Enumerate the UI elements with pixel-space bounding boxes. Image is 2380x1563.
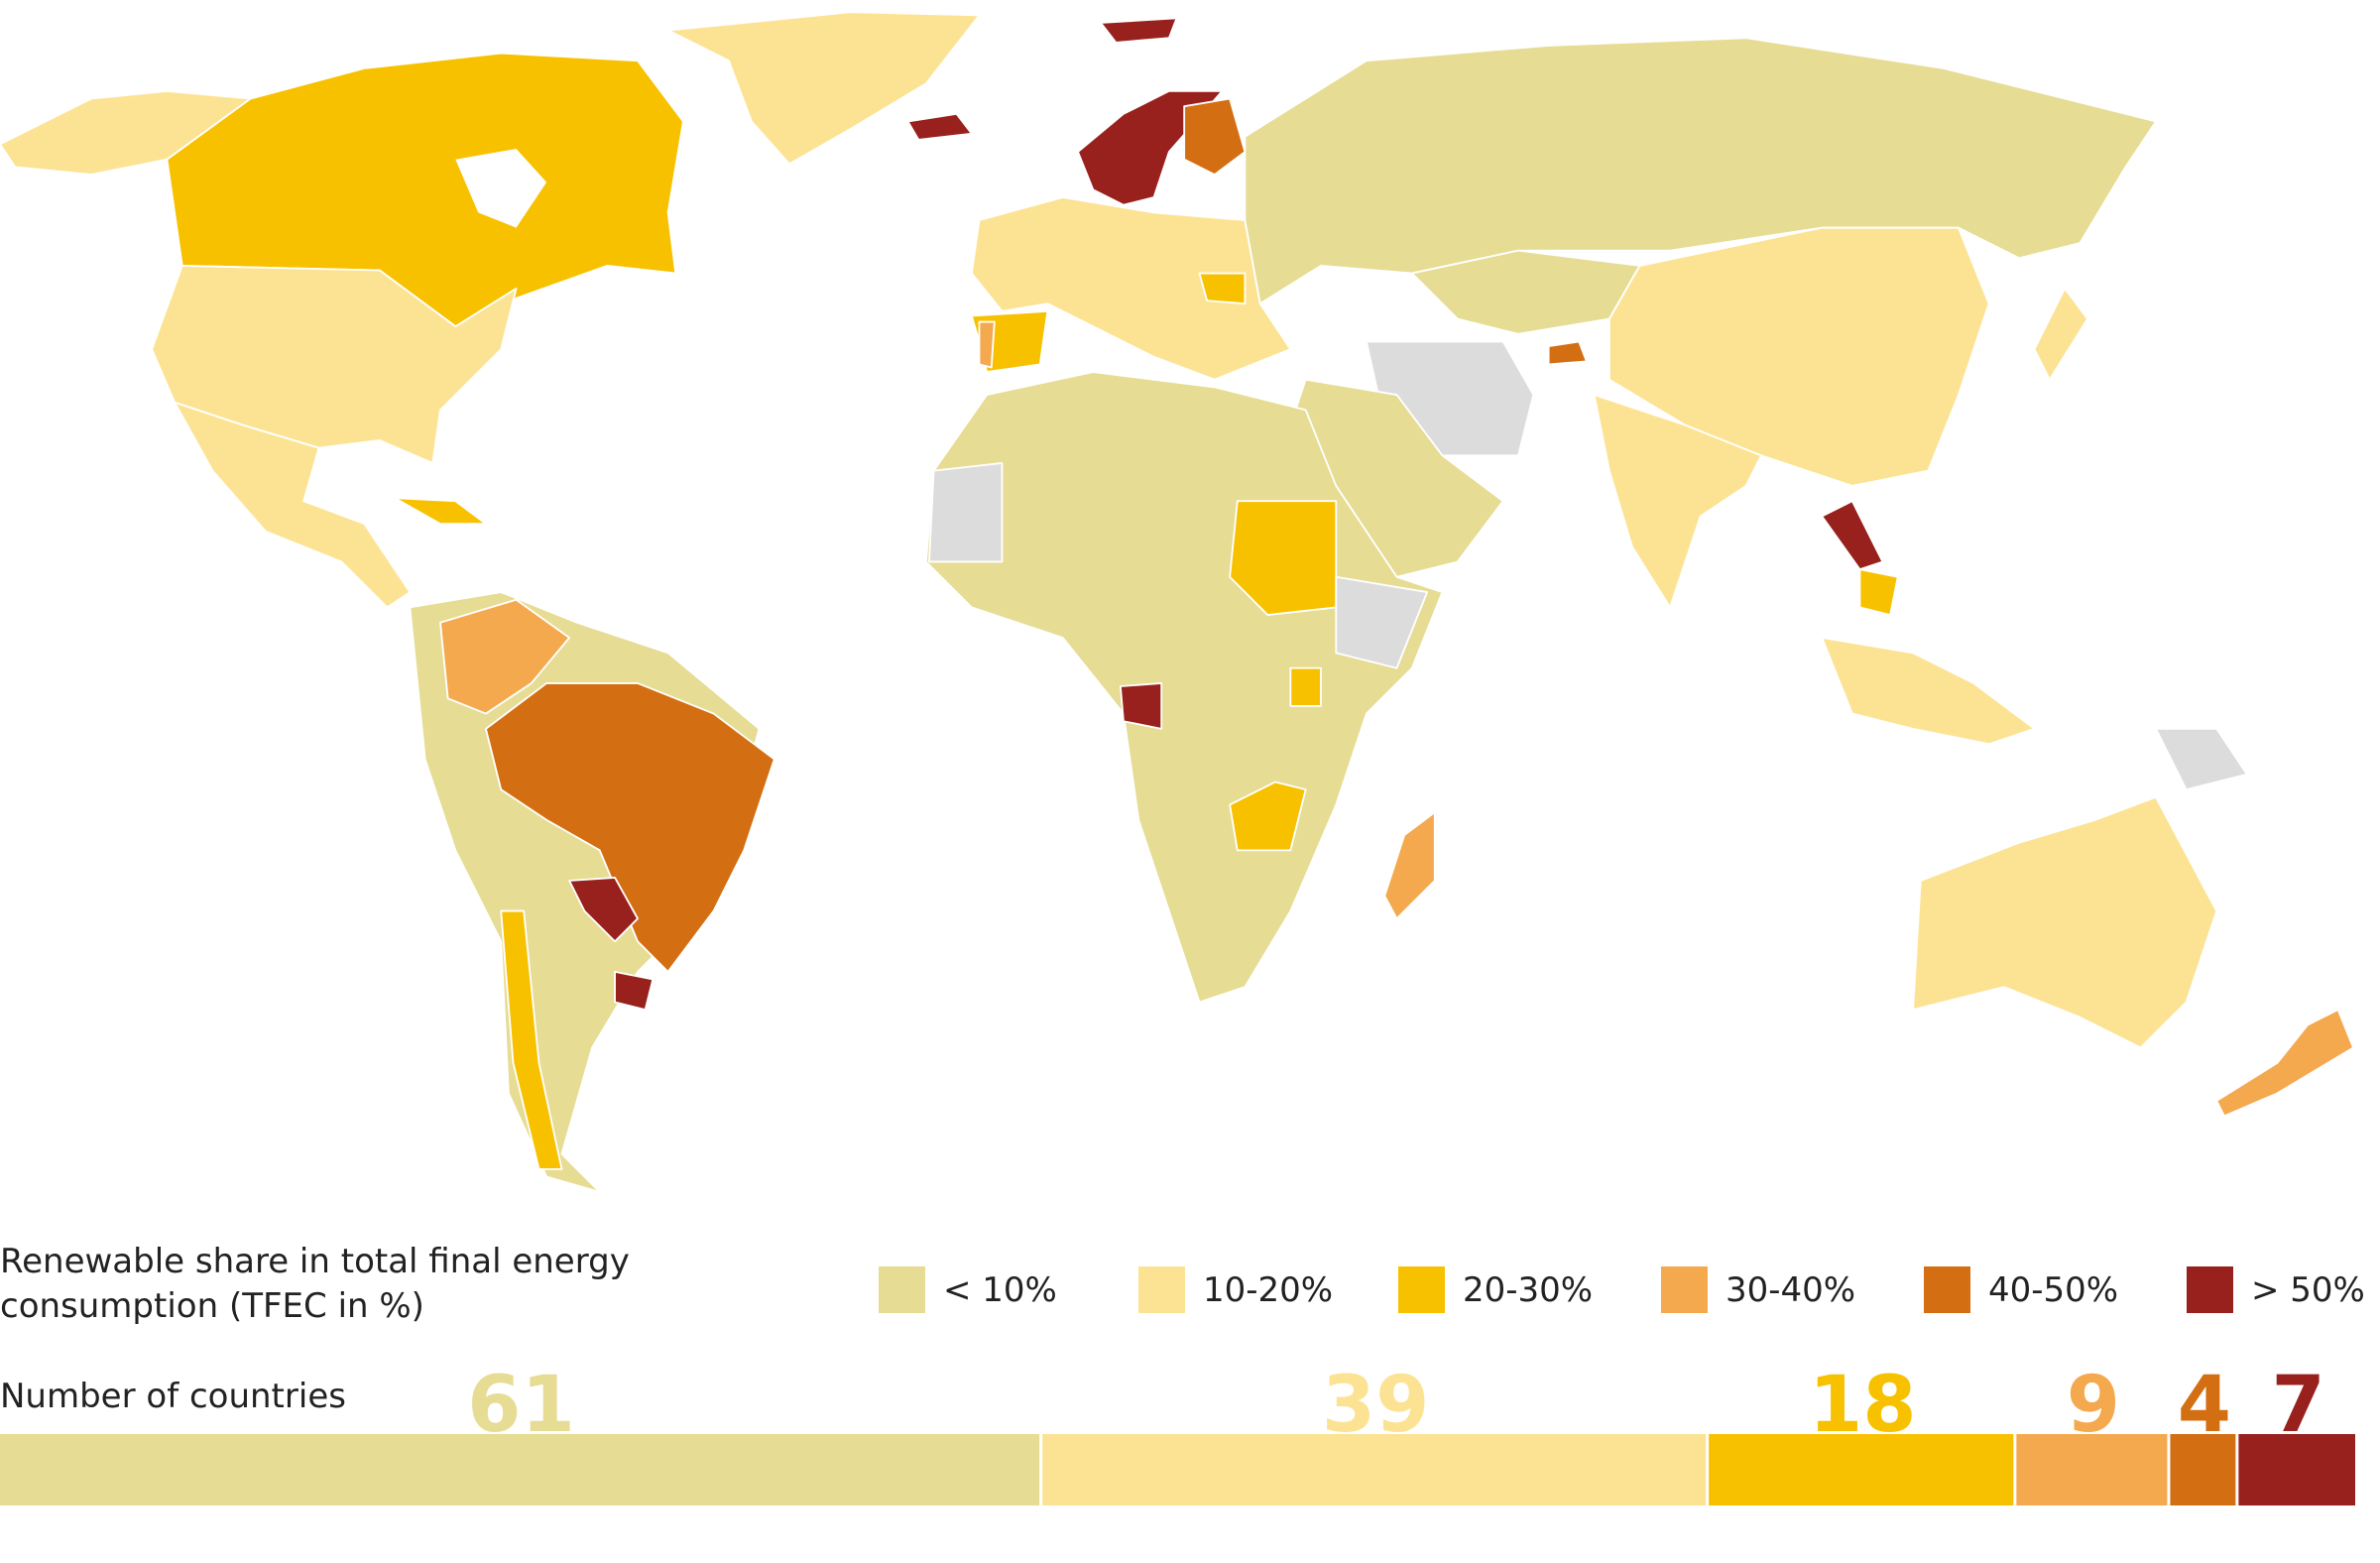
new-zealand (2215, 1009, 2354, 1118)
legend-and-count-bar: < 10% 10-20% 20-30% 30-40% 40-50% > 50% 61 39 18… (0, 1266, 2365, 1505)
ethiopia-somalia (1335, 575, 1429, 669)
legend-label: > 50% (2251, 1270, 2365, 1310)
tajikistan (1547, 340, 1588, 366)
portugal (978, 320, 996, 369)
madagascar (1383, 811, 1436, 920)
legend-swatch (2187, 1266, 2233, 1313)
legend-label: 40-50% (1988, 1270, 2118, 1310)
count-label: 39 (1322, 1361, 1430, 1450)
europe (970, 196, 1292, 381)
legend-swatch (1138, 1266, 1185, 1313)
finland (1183, 97, 1247, 176)
legend-label: 30-40% (1726, 1270, 1855, 1310)
svalbard (1100, 17, 1178, 44)
romania (1198, 272, 1247, 305)
china (1607, 226, 1990, 487)
count-bar (2016, 1434, 2168, 1505)
colombia-venezuela (439, 598, 571, 715)
india (1593, 394, 1762, 609)
chile (500, 909, 563, 1170)
legend-swatch (879, 1266, 925, 1313)
cuba (394, 497, 487, 526)
western-sahara-mali (928, 462, 1004, 563)
mexico (174, 401, 412, 609)
count-bar (1709, 1434, 2014, 1505)
count-bar (2238, 1434, 2355, 1505)
count-label: 61 (467, 1361, 575, 1450)
count-label: 4 (2178, 1361, 2231, 1450)
world-map (0, 11, 2354, 1193)
hudson-bay (455, 149, 547, 228)
count-label: 18 (1809, 1361, 1917, 1450)
zambia (1229, 781, 1307, 852)
cambodia (1858, 568, 1899, 616)
legend-label: 10-20% (1203, 1270, 1333, 1310)
legend-label: < 10% (943, 1270, 1057, 1310)
australia (1912, 795, 2218, 1049)
sudan (1229, 500, 1338, 616)
count-bar (2170, 1434, 2236, 1505)
indonesia (1821, 637, 2036, 746)
count-bar (0, 1434, 1040, 1505)
laos (1821, 500, 1884, 571)
count-label: 9 (2067, 1361, 2120, 1450)
legend-title: Renewable share in total final energy co… (0, 1242, 630, 1326)
brazil (485, 682, 775, 973)
russia (1244, 37, 2157, 305)
legend-swatch (1924, 1266, 1970, 1313)
uruguay (614, 970, 654, 1012)
legend-swatch (1398, 1266, 1445, 1313)
legend-label: 20-30% (1463, 1270, 1593, 1310)
count-label: 7 (2272, 1361, 2325, 1450)
greenland (666, 11, 981, 166)
paraguay (568, 876, 639, 943)
uganda (1289, 666, 1322, 707)
iceland (906, 112, 973, 141)
gabon (1119, 682, 1163, 730)
japan (2033, 287, 2089, 381)
papua (2155, 727, 2248, 791)
count-title: Number of countries (0, 1377, 346, 1416)
legend-swatch (1661, 1266, 1708, 1313)
count-bar (1042, 1434, 1707, 1505)
